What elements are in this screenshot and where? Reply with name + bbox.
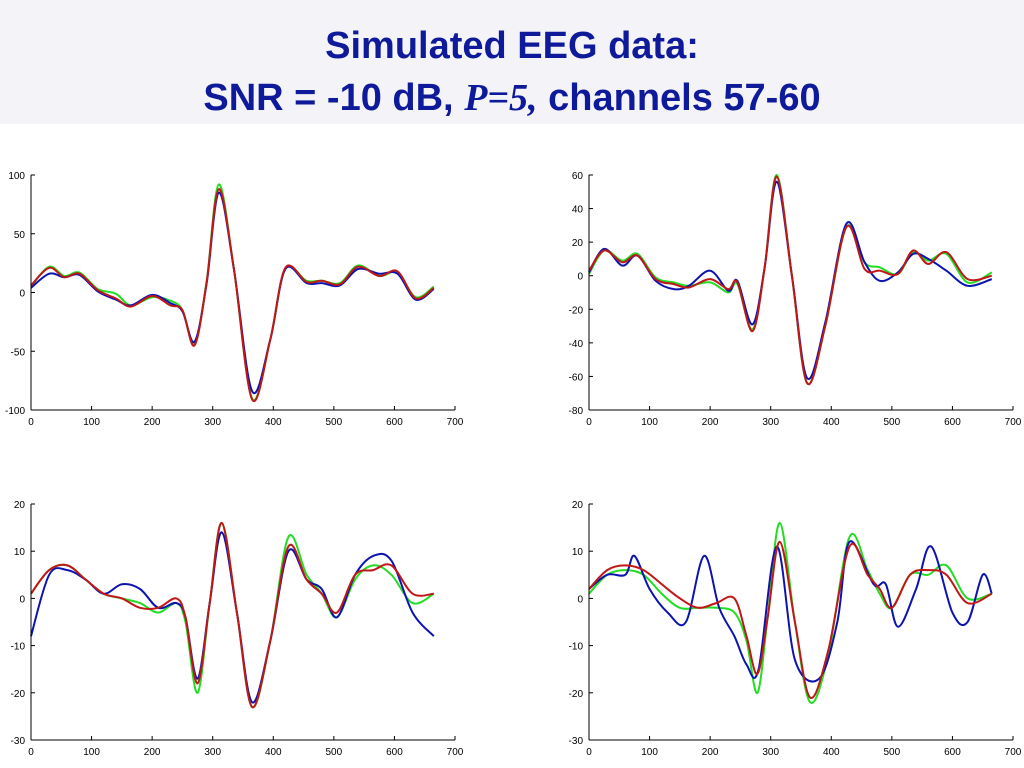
red-trace [588, 540, 993, 699]
x-tick-label: 0 [28, 417, 34, 428]
title-p-value: P=5, [464, 77, 538, 119]
slide-title-line-2: SNR = -10 dB, P=5, channels 57-60 [0, 76, 1024, 120]
title-channels-text: channels 57-60 [548, 77, 821, 119]
x-tick-label: 200 [702, 417, 719, 428]
y-tick-label: 0 [577, 594, 583, 605]
x-tick-label: 300 [204, 747, 221, 758]
title-snr-text: SNR = -10 dB, [203, 77, 454, 119]
x-tick-label: 400 [823, 417, 840, 428]
red-trace [588, 175, 993, 386]
x-tick-label: 100 [83, 747, 100, 758]
x-tick-label: 500 [326, 747, 343, 758]
x-tick-label: 700 [1005, 747, 1022, 758]
x-tick-label: 400 [823, 747, 840, 758]
x-tick-label: 300 [762, 417, 779, 428]
x-tick-label: 700 [447, 417, 464, 428]
x-tick-label: 300 [204, 417, 221, 428]
x-tick-label: 200 [144, 417, 161, 428]
y-tick-label: -60 [569, 372, 584, 383]
y-tick-label: 10 [14, 547, 26, 558]
y-tick-label: 0 [577, 272, 583, 283]
plot-area [31, 504, 455, 740]
x-tick-label: 700 [1005, 417, 1022, 428]
y-tick-label: 0 [19, 289, 25, 300]
x-tick-label: 300 [762, 747, 779, 758]
y-tick-label: -20 [11, 689, 26, 700]
x-tick-label: 500 [884, 747, 901, 758]
y-tick-label: -30 [569, 736, 584, 747]
y-tick-label: 20 [14, 500, 26, 511]
eeg-plot-channel-58: 0 100 200 300 400 500 600 7006040200-20-40-60-8… [569, 171, 1022, 428]
x-tick-label: 600 [386, 747, 403, 758]
y-tick-label: -80 [569, 406, 584, 417]
y-tick-label: -30 [11, 736, 26, 747]
x-tick-label: 100 [641, 747, 658, 758]
y-tick-label: -50 [11, 347, 26, 358]
x-tick-label: 500 [326, 417, 343, 428]
plot-area [589, 504, 1013, 740]
x-tick-label: 600 [944, 417, 961, 428]
x-tick-label: 400 [265, 747, 282, 758]
x-tick-label: 100 [641, 417, 658, 428]
x-tick-label: 0 [586, 747, 592, 758]
x-tick-label: 600 [944, 747, 961, 758]
x-tick-label: 600 [386, 417, 403, 428]
y-tick-label: 60 [572, 171, 584, 182]
y-tick-label: -10 [11, 642, 26, 653]
x-tick-label: 200 [144, 747, 161, 758]
title-band [0, 0, 1024, 124]
x-tick-label: 100 [83, 417, 100, 428]
y-tick-label: 40 [572, 205, 584, 216]
y-tick-label: 20 [572, 500, 584, 511]
x-tick-label: 0 [586, 417, 592, 428]
y-tick-label: 20 [572, 238, 584, 249]
x-tick-label: 0 [28, 747, 34, 758]
x-tick-label: 700 [447, 747, 464, 758]
y-tick-label: 50 [14, 230, 26, 241]
y-tick-label: 100 [8, 171, 25, 182]
y-tick-label: -20 [569, 689, 584, 700]
red-trace [30, 521, 434, 709]
red-trace [30, 188, 435, 403]
x-tick-label: 400 [265, 417, 282, 428]
x-tick-label: 500 [884, 417, 901, 428]
blue-trace [588, 540, 993, 683]
slide-title-line-1: Simulated EEG data: [325, 25, 699, 67]
y-tick-label: -20 [569, 305, 584, 316]
plot-area [589, 175, 1013, 410]
plot-area [31, 175, 455, 410]
y-tick-label: 0 [19, 594, 25, 605]
green-trace [30, 183, 435, 402]
y-tick-label: 10 [572, 547, 584, 558]
y-tick-label: -100 [5, 406, 25, 417]
y-tick-label: -10 [569, 642, 584, 653]
y-tick-label: -40 [569, 339, 584, 350]
x-tick-label: 200 [702, 747, 719, 758]
